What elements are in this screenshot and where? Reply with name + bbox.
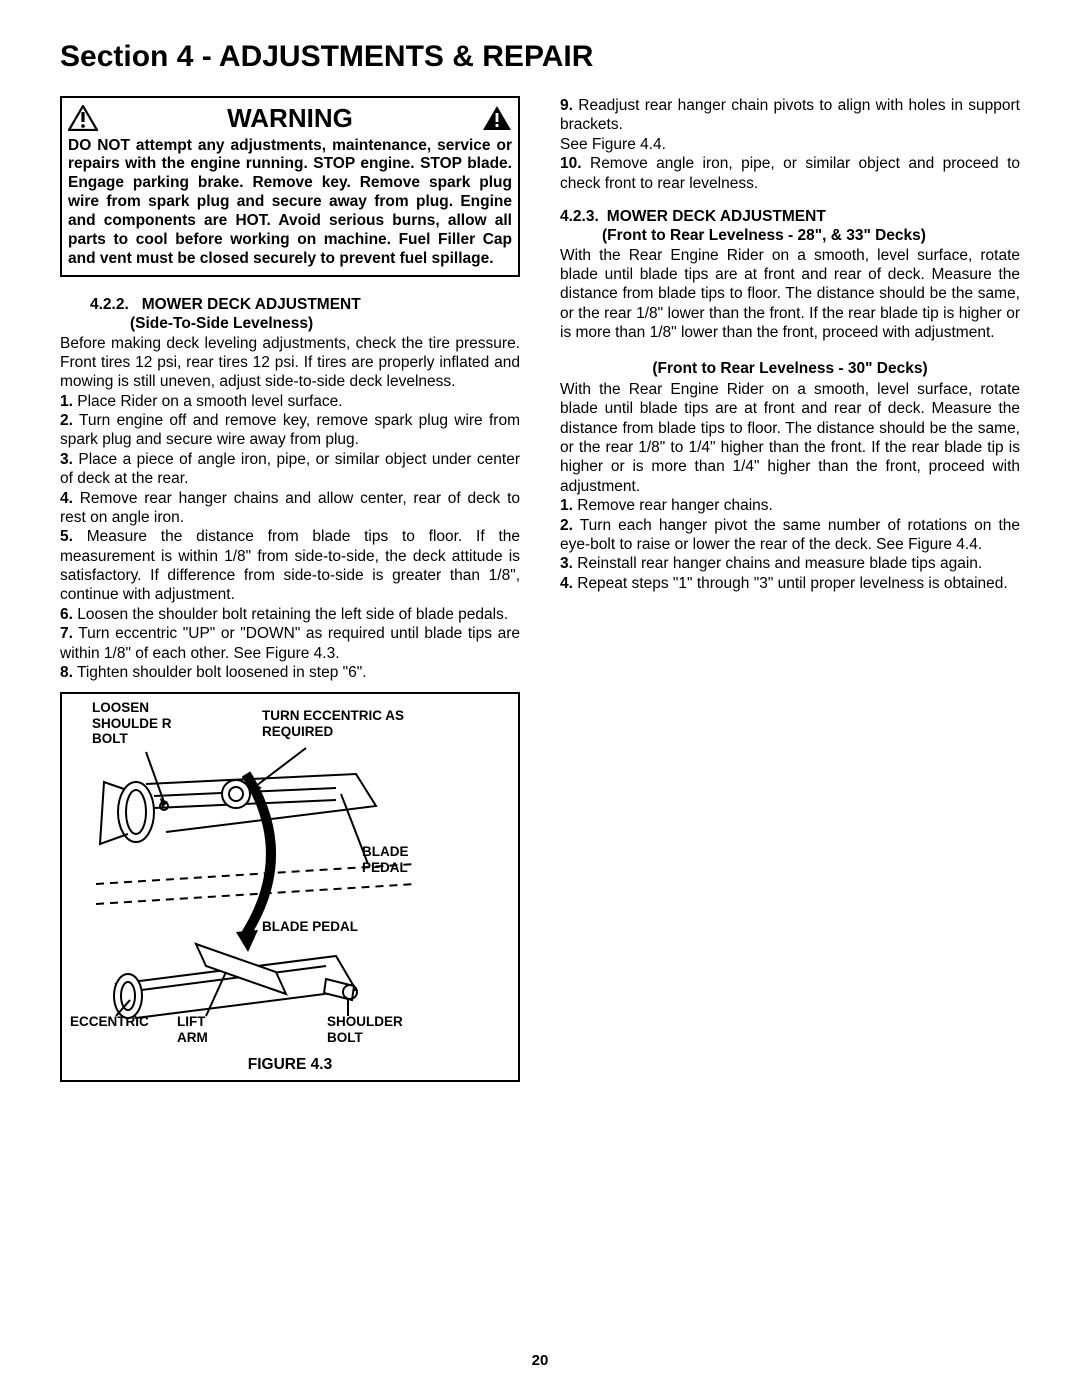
step-item: 3. Reinstall rear hanger chains and meas… — [560, 554, 1020, 573]
heading-number: 4.2.2. — [90, 296, 129, 313]
para-28-33-decks: With the Rear Engine Rider on a smooth, … — [560, 246, 1020, 343]
figure-4-3: LOOSEN SHOULDE R BOLT TURN ECCENTRIC AS … — [60, 692, 520, 1082]
page-number: 20 — [0, 1352, 1080, 1369]
step-item: 10. Remove angle iron, pipe, or similar … — [560, 154, 1020, 193]
step-item: 3. Place a piece of angle iron, pipe, or… — [60, 450, 520, 489]
step-item: 5. Measure the distance from blade tips … — [60, 527, 520, 605]
figure-caption: FIGURE 4.3 — [62, 1055, 518, 1074]
step-item: 1. Place Rider on a smooth level surface… — [60, 392, 520, 411]
section-423-heading: 4.2.3. MOWER DECK ADJUSTMENT — [560, 207, 1020, 226]
step-item: 9. Readjust rear hanger chain pivots to … — [560, 96, 1020, 135]
step-item: 4. Remove rear hanger chains and allow c… — [60, 489, 520, 528]
warning-header: WARNING — [68, 102, 512, 135]
mower-deck-diagram — [76, 734, 446, 1044]
section-422-heading: 4.2.2. MOWER DECK ADJUSTMENT — [90, 295, 520, 314]
two-column-content: WARNING DO NOT attempt any adjustments, … — [60, 96, 1020, 1082]
heading-number: 4.2.3. — [560, 207, 599, 226]
para-30-decks: With the Rear Engine Rider on a smooth, … — [560, 380, 1020, 496]
left-column: WARNING DO NOT attempt any adjustments, … — [60, 96, 520, 1082]
step-item: 1. Remove rear hanger chains. — [560, 496, 1020, 515]
section-423-subheading: (Front to Rear Levelness - 28", & 33" De… — [602, 226, 1020, 245]
left-steps-list: 1. Place Rider on a smooth level surface… — [60, 392, 520, 683]
right-steps-list: 1. Remove rear hanger chains.2. Turn eac… — [560, 496, 1020, 593]
step-item: 4. Repeat steps "1" through "3" until pr… — [560, 574, 1020, 593]
right-column: 9. Readjust rear hanger chain pivots to … — [560, 96, 1020, 1082]
sub-30-decks: (Front to Rear Levelness - 30" Decks) — [560, 359, 1020, 378]
step-item: See Figure 4.4. — [560, 135, 1020, 154]
heading-text: MOWER DECK ADJUSTMENT — [142, 296, 361, 313]
step-item: 7. Turn eccentric "UP" or "DOWN" as requ… — [60, 624, 520, 663]
warning-triangle-icon — [68, 105, 98, 131]
right-continued-steps: 9. Readjust rear hanger chain pivots to … — [560, 96, 1020, 193]
warning-body-text: DO NOT attempt any adjustments, maintena… — [68, 137, 512, 269]
intro-paragraph: Before making deck leveling adjustments,… — [60, 334, 520, 392]
step-item: 6. Loosen the shoulder bolt retaining th… — [60, 605, 520, 624]
heading-text: MOWER DECK ADJUSTMENT — [607, 207, 826, 226]
step-item: 8. Tighten shoulder bolt loosened in ste… — [60, 663, 520, 682]
warning-title: WARNING — [98, 102, 482, 135]
section-title: Section 4 - ADJUSTMENTS & REPAIR — [60, 40, 1020, 74]
step-item: 2. Turn each hanger pivot the same numbe… — [560, 516, 1020, 555]
section-422-subheading: (Side-To-Side Levelness) — [130, 314, 520, 333]
step-item: 2. Turn engine off and remove key, remov… — [60, 411, 520, 450]
warning-triangle-icon — [482, 105, 512, 131]
warning-box: WARNING DO NOT attempt any adjustments, … — [60, 96, 520, 277]
